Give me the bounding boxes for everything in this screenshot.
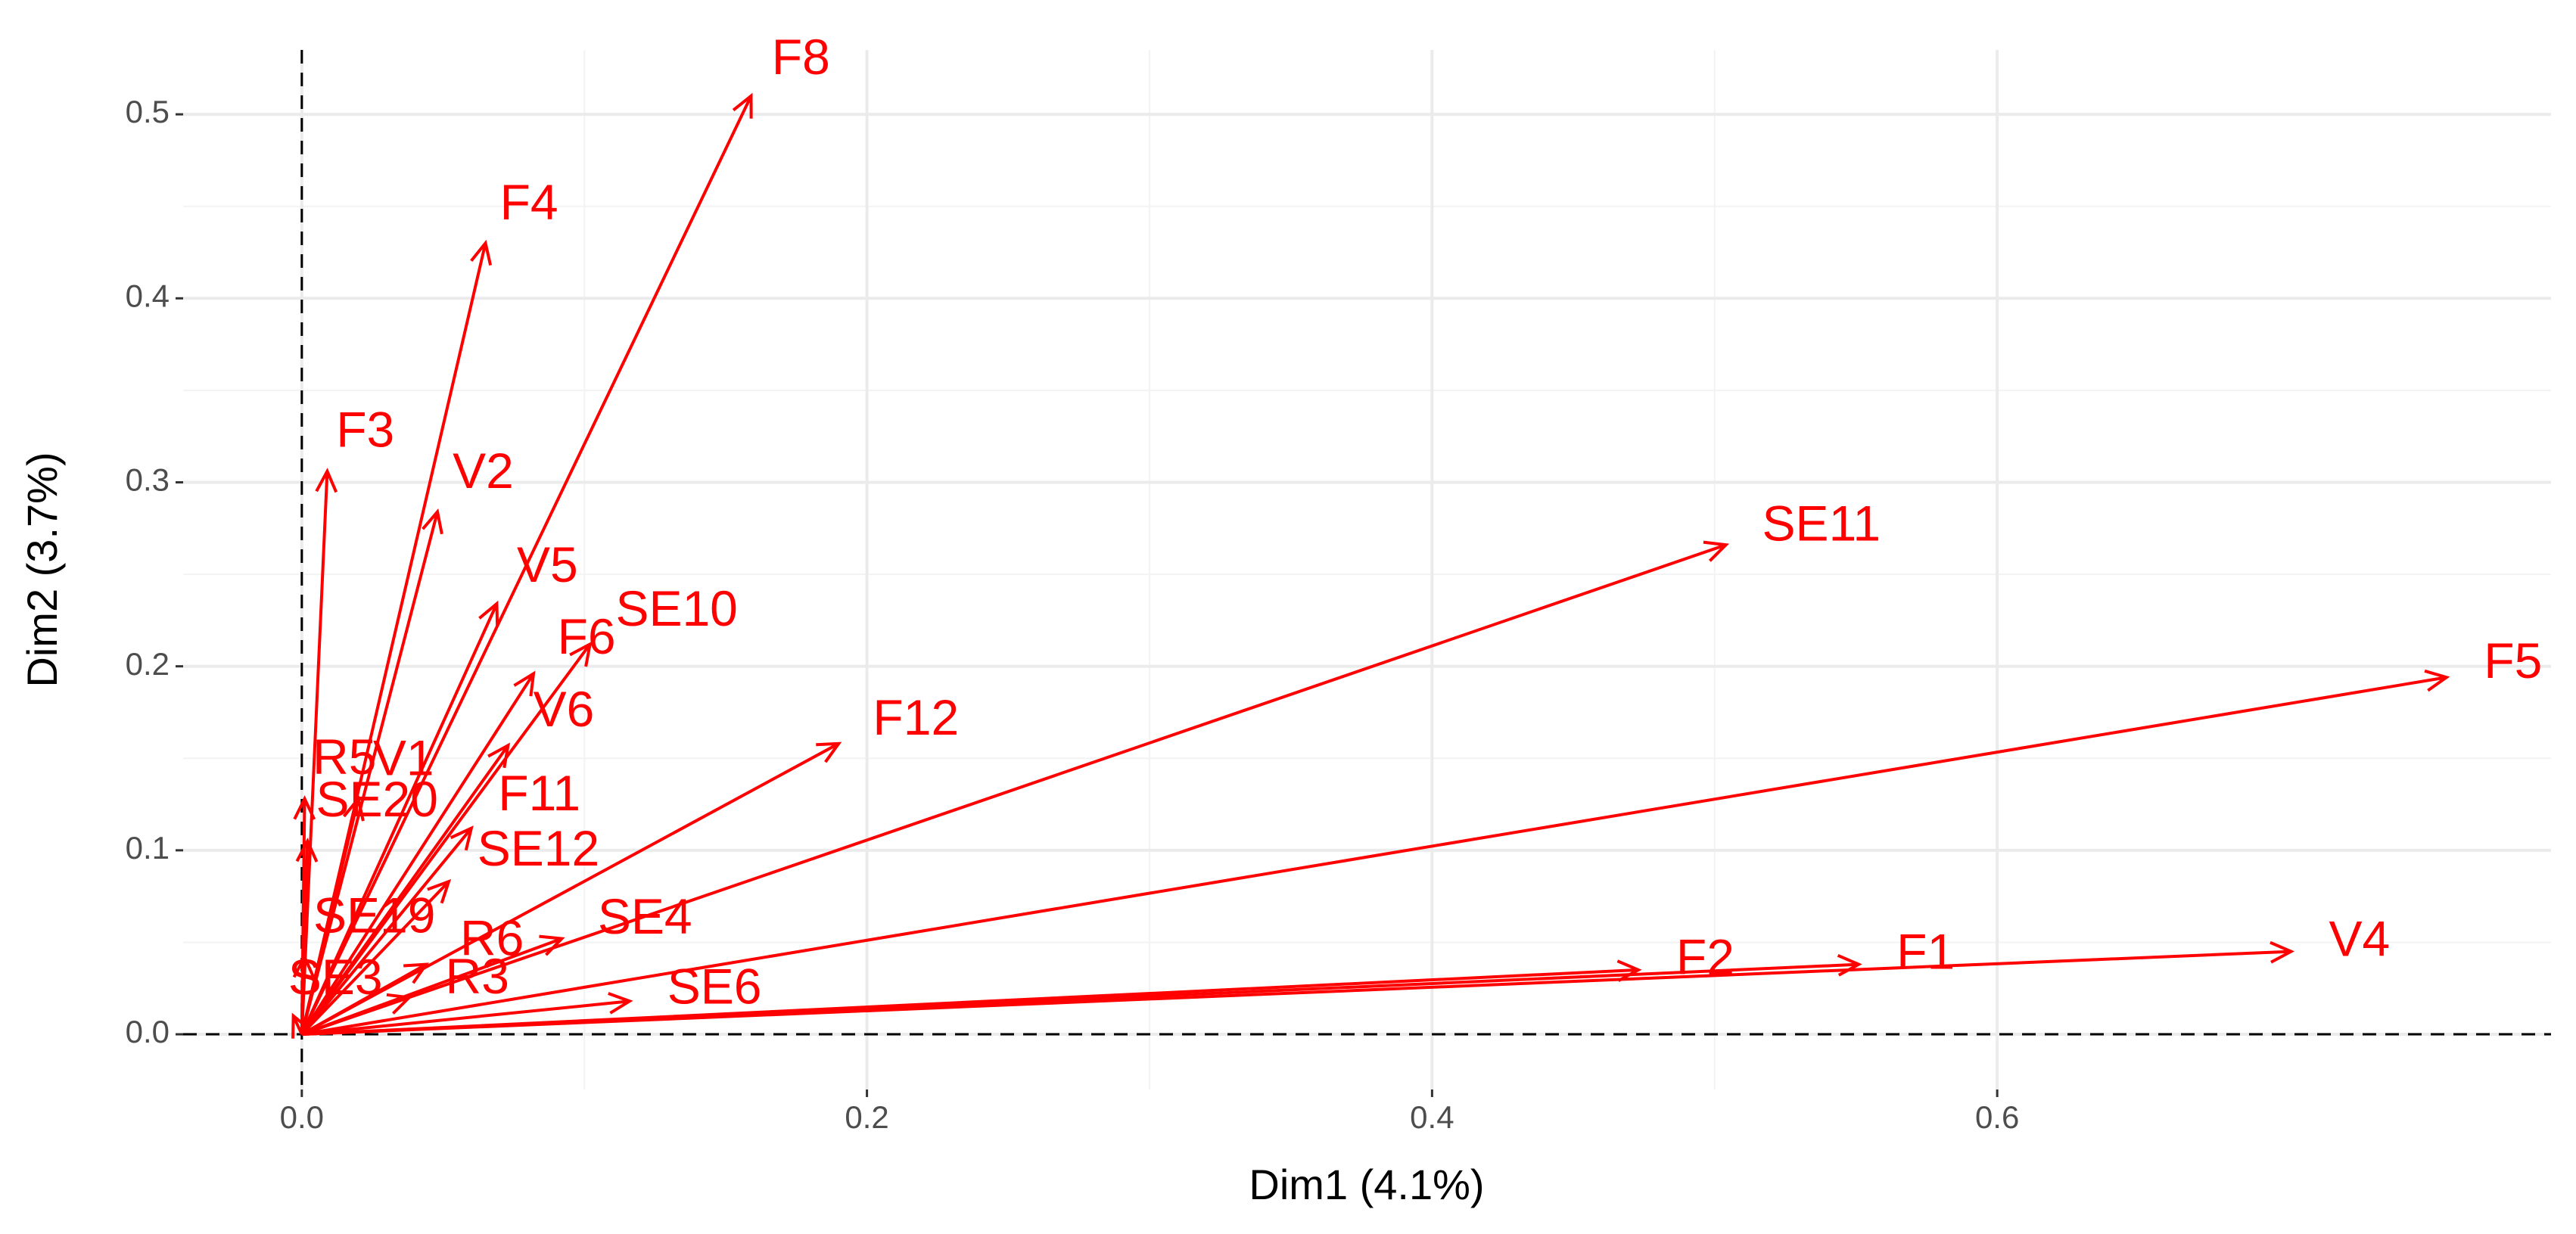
arrow-label: SE4 (598, 888, 692, 944)
arrow-label: V2 (453, 443, 514, 499)
arrow (301, 959, 1642, 1037)
arrow-label: F5 (2484, 633, 2542, 688)
arrow (300, 795, 365, 1035)
arrow-label: SE11 (1762, 496, 1881, 552)
arrow-label: V4 (2329, 910, 2390, 966)
y-tick-label: 0.1 (126, 830, 170, 866)
arrow (300, 825, 474, 1036)
arrow-label: SE20 (316, 771, 437, 827)
arrow (300, 878, 452, 1036)
y-tick-label: 0.5 (126, 94, 170, 129)
arrow-label: R5 (313, 729, 376, 785)
arrow (300, 92, 753, 1035)
arrow (300, 670, 536, 1036)
arrow-label: R6 (460, 909, 524, 965)
arrow-label: F3 (336, 401, 394, 457)
arrow-label: SE3 (288, 949, 383, 1005)
arrow (300, 741, 842, 1036)
x-axis-title: Dim1 (4.1%) (1249, 1161, 1484, 1208)
x-tick-label: 0.0 (280, 1099, 324, 1135)
arrow (300, 600, 499, 1035)
x-tick-label: 0.2 (845, 1099, 888, 1135)
arrow-label: V6 (534, 681, 595, 737)
arrow-label: F2 (1676, 928, 1734, 984)
arrow-label: SE10 (615, 580, 737, 636)
arrow-label: V1 (373, 729, 434, 785)
arrow (291, 1012, 313, 1039)
y-axis-title: Dim2 (3.7%) (18, 452, 66, 687)
arrow (300, 962, 430, 1036)
y-tick-label: 0.2 (126, 646, 170, 682)
arrow-label: F8 (772, 29, 830, 85)
arrow-label: F12 (873, 689, 959, 745)
arrow (300, 742, 511, 1036)
arrow (300, 508, 443, 1035)
arrow-label: SE12 (478, 820, 599, 876)
arrow-label: SE6 (667, 959, 762, 1015)
x-tick-label: 0.4 (1410, 1099, 1454, 1135)
arrow (301, 669, 2450, 1037)
y-tick-label: 0.4 (126, 278, 170, 313)
arrow (301, 540, 1730, 1036)
y-tick-label: 0.3 (126, 462, 170, 498)
arrow-label: SE19 (313, 887, 435, 943)
arrow (301, 992, 633, 1037)
arrow-label: F1 (1896, 923, 1955, 979)
y-tick-label: 0.0 (126, 1014, 170, 1049)
arrow-label: V5 (517, 536, 578, 592)
arrow-label: F11 (498, 765, 580, 821)
arrow (301, 993, 413, 1036)
arrow-label: R3 (446, 948, 509, 1004)
x-tick-label: 0.6 (1975, 1099, 2019, 1135)
arrow-label: F4 (500, 174, 558, 230)
